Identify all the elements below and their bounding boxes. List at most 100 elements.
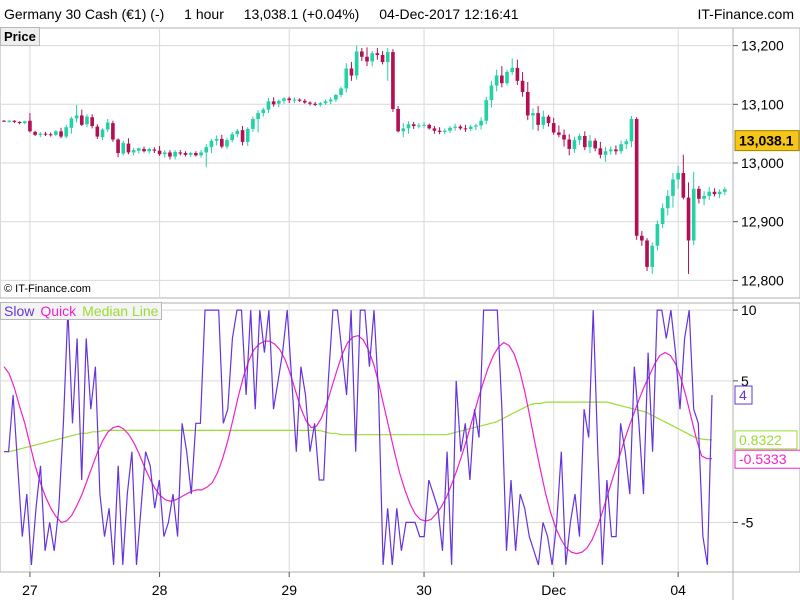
candle-body [277,100,281,104]
candle-body [479,120,483,126]
candle-body [686,197,691,241]
candle-body [707,191,712,196]
candle-body [251,118,255,129]
candle-body [442,130,447,132]
candle-body [531,113,535,116]
candle-body [520,80,525,92]
candle-body [427,124,432,129]
candle-body [655,224,660,246]
price-y-tick-label: 12,800 [741,272,784,288]
candle-body [230,134,234,141]
candle-body [401,128,406,132]
candle-body [282,98,286,101]
median-last-value-box [734,430,798,450]
indicator-y-tick-label: -5 [741,514,754,530]
candle-body [95,126,100,137]
candle-body [712,191,717,195]
x-tick-label: 30 [416,582,432,598]
instrument-name: Germany 30 Cash (€1) (-) [4,6,165,22]
candle-body [365,56,369,62]
candle-body [380,55,385,63]
candle-body [557,132,561,135]
candle-body [458,126,463,129]
candle-body [308,102,312,104]
candle-body [2,120,6,122]
candle-body [152,149,157,151]
candle-body [437,130,442,132]
price-y-tick-label: 12,900 [741,214,784,230]
candle-body [199,152,203,156]
candle-body [624,141,629,145]
candle-body [505,72,509,84]
slow-last-value-label: 4 [739,387,747,403]
candle-body [302,100,307,103]
candle-body [17,121,22,124]
candle-body [126,143,131,153]
candle-body [48,134,53,136]
candle-body [375,53,380,55]
price-panel-label[interactable]: Price [0,27,40,46]
candle-body [318,103,323,105]
legend-median-line[interactable]: Median Line [82,303,159,319]
candle-body [489,85,494,101]
candle-body [697,188,701,199]
candle-body [468,126,473,129]
indicator-panel-frame [0,302,800,573]
candle-body [69,118,74,128]
candle-body [463,128,468,130]
candle-body [702,195,706,199]
candle-body [74,115,79,119]
legend-quick[interactable]: Quick [40,303,77,319]
candle-body [370,53,375,62]
candle-body [313,103,317,105]
candle-body [582,136,587,148]
candle-body [650,245,655,267]
datetime-label: 04-Dec-2017 12:16:41 [379,6,519,22]
candle-body [354,51,359,76]
candle-body [142,148,146,152]
candle-body [598,148,603,155]
candle-body [137,148,141,151]
candle-body [121,143,126,154]
candle-body [287,98,292,101]
candle-body [194,153,198,156]
candle-body [323,101,328,104]
indicator-y-tick-label: 5 [741,373,749,389]
x-tick-label: 04 [670,582,686,598]
candle-body [500,75,504,84]
candle-body [541,116,546,125]
candle-body [432,128,437,131]
quick-last-value-label: -0.5333 [739,451,787,467]
candle-body [7,120,12,122]
candle-body [359,51,364,57]
candle-body [448,127,452,131]
candle-body [603,151,608,155]
candle-body [525,91,530,116]
indicator-legend[interactable]: Slow Quick Median Line [0,302,163,320]
timeframe-label[interactable]: 1 hour [184,6,224,22]
last-price-label: 13,038.1 [739,133,794,149]
candle-body [665,195,670,209]
candle-body [349,68,354,76]
candle-body [59,131,63,137]
candle-body [474,125,478,127]
candle-body [691,188,696,241]
x-tick-label: 29 [281,582,297,598]
candle-body [640,235,644,241]
candle-body [54,131,58,135]
last-price-box [734,130,800,152]
legend-slow[interactable]: Slow [4,303,35,319]
candle-body [256,113,260,119]
candle-body [551,123,556,133]
x-tick-label: Dec [541,582,566,598]
candle-body [562,134,566,140]
candle-body [90,117,94,127]
candle-body [235,130,240,135]
candle-body [577,136,582,141]
indicator-y-tick-label: 10 [741,302,757,318]
candle-body [261,109,266,114]
candle-body [116,139,120,154]
candle-body [85,116,89,125]
candle-body [567,139,572,149]
candle-body [204,147,209,153]
